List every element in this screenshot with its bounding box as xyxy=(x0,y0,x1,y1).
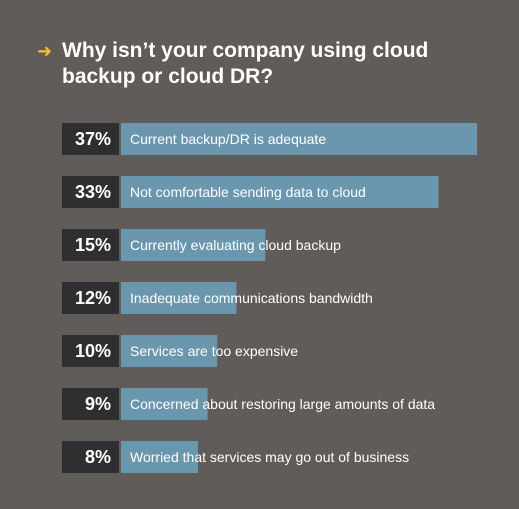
bar xyxy=(121,335,218,367)
bar xyxy=(121,123,477,155)
percent-box xyxy=(62,388,119,420)
percent-box xyxy=(62,441,119,473)
arrow-right-icon: ➜ xyxy=(37,41,53,61)
category-label: Currently evaluating cloud backup xyxy=(130,237,341,253)
category-label: Worried that services may go out of busi… xyxy=(130,449,409,465)
percent-label: 33% xyxy=(75,182,111,202)
category-label: Not comfortable sending data to cloud xyxy=(130,184,366,200)
bar xyxy=(121,388,208,420)
bar xyxy=(121,229,266,261)
bar xyxy=(121,282,237,314)
percent-label: 37% xyxy=(75,129,111,149)
percent-label: 8% xyxy=(85,447,111,467)
percent-label: 12% xyxy=(75,288,111,308)
percent-label: 10% xyxy=(75,341,111,361)
percent-box xyxy=(62,229,119,261)
percent-box xyxy=(62,335,119,367)
percent-label: 15% xyxy=(75,235,111,255)
percent-box xyxy=(62,123,119,155)
category-label: Current backup/DR is adequate xyxy=(130,131,326,147)
category-label: Inadequate communications bandwidth xyxy=(130,290,373,306)
percent-box xyxy=(62,282,119,314)
bar xyxy=(121,176,439,208)
percent-label: 9% xyxy=(85,394,111,414)
category-label: Services are too expensive xyxy=(130,343,298,359)
category-label: Concerned about restoring large amounts … xyxy=(130,396,435,412)
chart-title: Why isn’t your company using cloud backu… xyxy=(62,39,429,88)
bar xyxy=(121,441,198,473)
percent-box xyxy=(62,176,119,208)
